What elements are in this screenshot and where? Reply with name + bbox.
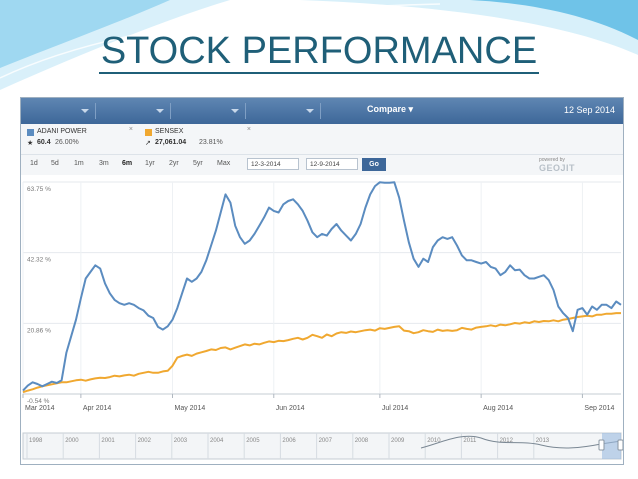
widget-toolbar: Compare ▾ 12 Sep 2014 [21,98,623,124]
navigator-year-label: 1998 [29,438,43,444]
navigator-year-label: 2008 [355,438,369,444]
x-tick-label: Apr 2014 [83,405,112,412]
legend-name: ADANI POWER [37,128,87,135]
navigator-year-label: 2006 [282,438,296,444]
navigator-year-label: 2013 [536,438,550,444]
x-tick-label: Mar 2014 [25,405,55,412]
series-lines [22,181,622,394]
y-tick-label: 20.86 % [27,327,51,334]
close-icon[interactable]: × [128,126,133,133]
legend-change: 23.81% [199,139,223,146]
chevron-down-icon [231,109,239,113]
legend-change: 26.00% [55,139,79,146]
wave-line [0,3,441,79]
legend-bar: ADANI POWER ★ 60.4 26.00% × SENSEX ↗ 27,… [21,124,623,155]
series-line-sensex [22,312,621,394]
toolbar-dropdown-4[interactable] [246,103,321,119]
x-axis-ticks: Mar 2014 Apr 2014 May 2014 Jun 2014 Jul 2014… [22,393,621,412]
chevron-down-icon [156,109,164,113]
date-to-input[interactable]: 12-9-2014 [306,158,358,170]
navigator-year-label: 2010 [427,438,441,444]
toolbar-dropdown-1[interactable] [21,103,96,119]
powered-by-label: powered by [539,157,565,163]
x-tick-label: Sep 2014 [584,405,614,412]
line-chart: 63.75 % 42.32 % 20.86 % -0.54 % Mar 2014 Apr… [22,181,623,460]
legend-value: 60.4 [37,139,51,146]
date-from-input[interactable]: 12-3-2014 [247,158,299,170]
navigator-handle-left [598,439,605,451]
slide-title: STOCK PERFORMANCE [0,30,638,74]
navigator-background [22,432,622,460]
navigator-year-label: 2012 [500,438,514,444]
navigator-handle-right [617,439,623,451]
legend-item-sensex[interactable]: SENSEX ↗ 27,061.04 23.81% × [143,126,253,151]
navigator-year-label: 2003 [174,438,188,444]
legend-value: 27,061.04 [155,139,187,146]
legend-name: SENSEX [155,128,184,135]
current-date: 12 Sep 2014 [563,105,615,115]
chevron-down-icon [81,109,89,113]
period-1d[interactable]: 1d [30,160,38,167]
chart-grid [22,181,621,395]
slide-title-text: STOCK PERFORMANCE [98,30,540,74]
period-1yr[interactable]: 1yr [145,160,155,167]
period-6m[interactable]: 6m [122,160,133,167]
y-tick-label: 42.32 % [27,257,51,264]
series-line-adani-power [22,181,622,392]
navigator-year-label: 2005 [246,438,260,444]
go-button[interactable]: Go [362,158,386,171]
navigator-year-label: 2001 [101,438,115,444]
period-max[interactable]: Max [217,160,231,167]
y-axis-ticks: 63.75 % 42.32 % 20.86 % -0.54 % [27,186,51,405]
compare-button[interactable]: Compare ▾ [367,104,414,114]
x-tick-label: Aug 2014 [483,405,513,412]
legend-swatch [145,129,152,136]
navigator-year-label: 2004 [210,438,224,444]
period-2yr[interactable]: 2yr [169,160,179,167]
period-3m[interactable]: 3m [99,160,109,167]
slide-decoration [0,0,638,90]
wave-right-dark [470,0,638,40]
close-icon[interactable]: × [246,126,251,133]
period-5d[interactable]: 5d [51,160,59,167]
star-icon: ★ [27,140,34,147]
trend-icon: ↗ [145,140,151,147]
wave-light [0,0,230,90]
period-1m[interactable]: 1m [74,160,84,167]
wave-right [300,0,638,55]
navigator-year-label: 2009 [391,438,405,444]
legend-item-adani-power[interactable]: ADANI POWER ★ 60.4 26.00% × [25,126,135,151]
period-5yr[interactable]: 5yr [193,160,203,167]
navigator-year-label: 2000 [65,438,79,444]
x-tick-label: May 2014 [175,405,206,412]
navigator-strip[interactable]: 1998 2000 2001 2002 2003 2004 2005 2006 2007 2008… [22,432,623,460]
stock-chart-widget: Compare ▾ 12 Sep 2014 ADANI POWER ★ 60.4… [20,97,624,465]
y-tick-label: 63.75 % [27,186,51,193]
legend-swatch [27,129,34,136]
period-selector: 1d 5d 1m 3m 6m 1yr 2yr 5yr Max 12-3-2014… [21,155,623,175]
y-tick-label: -0.54 % [27,398,50,405]
brand-logo: GEOJIT [539,163,576,173]
toolbar-dropdown-2[interactable] [96,103,171,119]
toolbar-dropdown-3[interactable] [171,103,246,119]
navigator-year-label: 2007 [319,438,333,444]
x-tick-label: Jul 2014 [382,405,409,412]
navigator-year-label: 2002 [138,438,152,444]
navigator-history-line [420,435,622,449]
chevron-down-icon [306,109,314,113]
navigator-selection [602,433,621,459]
x-tick-label: Jun 2014 [276,405,305,412]
navigator-year-label: 2011 [463,438,477,444]
